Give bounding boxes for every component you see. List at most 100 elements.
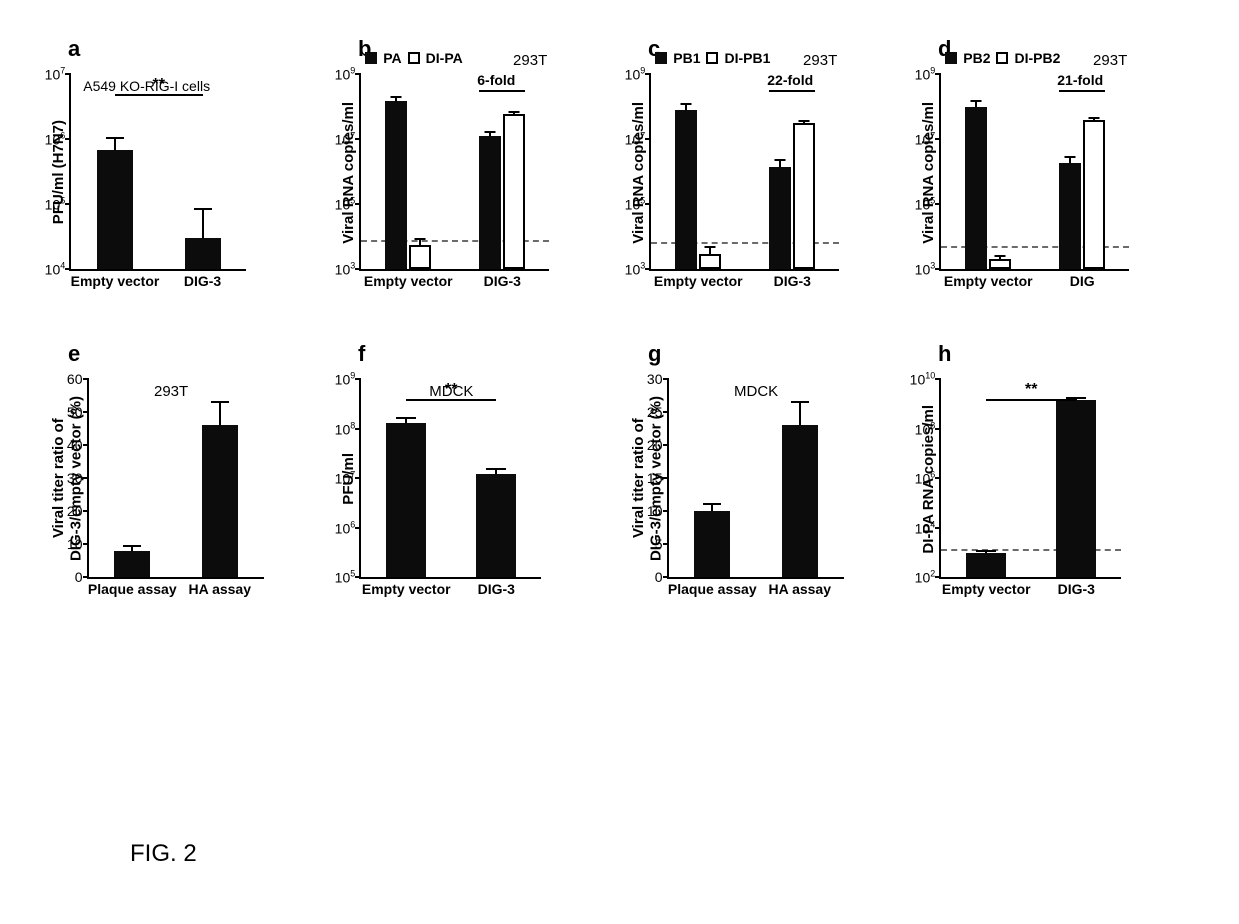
- y-tick-label: 5: [655, 536, 669, 552]
- bar: [385, 101, 407, 269]
- axis-column: 103105107109Empty vectorDIGPB2DI-PB2293T…: [939, 74, 1129, 271]
- panel-letter: a: [68, 36, 80, 62]
- fold-annotation: 22-fold: [767, 72, 813, 88]
- error-bar-cap: [799, 120, 810, 122]
- y-tick-label: 10: [67, 536, 89, 552]
- error-bar-stem: [219, 402, 221, 425]
- legend-swatch-open: [706, 52, 718, 64]
- y-tick-label: 106: [45, 131, 72, 148]
- x-tick-label: DIG-3: [184, 269, 221, 289]
- legend-label: DI-PA: [426, 50, 463, 66]
- x-tick-label: HA assay: [768, 577, 831, 597]
- legend-swatch-filled: [945, 52, 957, 64]
- bar: [966, 553, 1006, 577]
- bar: [1083, 120, 1105, 269]
- y-tick-label: 103: [915, 261, 942, 278]
- bar: [202, 425, 238, 577]
- x-tick-label: DIG-3: [484, 269, 521, 289]
- cell-d: dViral RNA copies/ml103105107109Empty ve…: [920, 36, 1190, 271]
- panel-letter: g: [648, 341, 661, 367]
- error-bar-cap: [791, 401, 809, 403]
- y-tick-label: 108: [915, 420, 942, 437]
- significance-line: [115, 94, 203, 96]
- cell-a: aPFU/ml (H7N7)104105106107Empty vectorDI…: [50, 36, 320, 271]
- y-tick-label: 105: [335, 196, 362, 213]
- x-tick-label: Empty vector: [71, 269, 160, 289]
- error-bar-cap: [1089, 117, 1100, 119]
- x-tick-label: Empty vector: [944, 269, 1033, 289]
- error-bar-cap: [705, 246, 716, 248]
- error-bar-cap: [106, 137, 124, 139]
- x-tick-label: Empty vector: [362, 577, 451, 597]
- x-tick-label: DIG-3: [1058, 577, 1095, 597]
- y-tick-label: 30: [67, 470, 89, 486]
- corner-note: A549 KO-RIG-I cells: [83, 78, 210, 94]
- error-bar-stem: [202, 209, 204, 238]
- figure-page: aPFU/ml (H7N7)104105106107Empty vectorDI…: [0, 0, 1239, 924]
- x-tick-label: Plaque assay: [668, 577, 757, 597]
- error-bar-cap: [486, 468, 506, 470]
- panel-letter: f: [358, 341, 365, 367]
- legend-label: DI-PB1: [724, 50, 770, 66]
- panel-letter: e: [68, 341, 80, 367]
- error-bar-cap: [976, 550, 996, 552]
- axis-column: 104105106107Empty vectorDIG-3A549 KO-RIG…: [69, 74, 246, 271]
- y-tick-label: 105: [45, 196, 72, 213]
- corner-note: 293T: [154, 383, 188, 400]
- y-tick-label: 106: [915, 470, 942, 487]
- error-bar-cap: [1065, 156, 1076, 158]
- bar: [97, 150, 133, 269]
- y-axis-label: Viral RNA copies/ml: [920, 102, 937, 244]
- y-tick-label: 107: [335, 131, 362, 148]
- y-axis-label: Viral RNA copies/ml: [340, 102, 357, 244]
- y-tick-label: 20: [67, 503, 89, 519]
- fold-underline: [1059, 90, 1105, 92]
- x-tick-label: Empty vector: [364, 269, 453, 289]
- corner-note: MDCK: [734, 383, 778, 400]
- bar: [185, 238, 221, 269]
- cell-c: cViral RNA copies/ml103105107109Empty ve…: [630, 36, 900, 271]
- y-tick-label: 107: [45, 66, 72, 83]
- y-tick-label: 0: [75, 569, 89, 585]
- y-tick-label: 103: [335, 261, 362, 278]
- error-bar-cap: [775, 159, 786, 161]
- bar: [386, 423, 426, 577]
- y-tick-label: 109: [335, 371, 362, 388]
- error-bar-cap: [971, 100, 982, 102]
- fold-underline: [769, 90, 815, 92]
- bar: [503, 114, 525, 269]
- bar: [479, 136, 501, 269]
- y-tick-label: 10: [647, 503, 669, 519]
- y-tick-label: 107: [625, 131, 652, 148]
- cell-f: fPFU/ml105106107108109Empty vectorDIG-3M…: [340, 341, 610, 579]
- y-tick-label: 104: [45, 261, 72, 278]
- bar: [1059, 163, 1081, 269]
- bar: [793, 123, 815, 269]
- y-tick-label: 60: [67, 371, 89, 387]
- error-bar-cap: [194, 208, 212, 210]
- legend-label: PA: [383, 50, 401, 66]
- plot-area: 103105107109Empty vectorDIGPB2DI-PB2293T…: [939, 74, 1129, 271]
- y-tick-label: 102: [915, 569, 942, 586]
- legend: PA DI-PA: [365, 50, 463, 66]
- bar: [965, 107, 987, 269]
- y-tick-label: 1010: [910, 371, 942, 388]
- error-bar-stem: [114, 138, 116, 150]
- error-bar-cap: [681, 103, 692, 105]
- fold-annotation: 6-fold: [477, 72, 515, 88]
- axis-column: 103105107109Empty vectorDIG-3PB1DI-PB129…: [649, 74, 839, 271]
- plot-area: 1021041061081010Empty vectorDIG-3**: [939, 379, 1121, 579]
- panel-wrap: Viral RNA copies/ml103105107109Empty vec…: [920, 74, 1129, 271]
- x-tick-label: HA assay: [188, 577, 251, 597]
- y-tick-label: 40: [67, 437, 89, 453]
- y-tick-label: 25: [647, 404, 669, 420]
- panel-wrap: Viral RNA copies/ml103105107109Empty vec…: [630, 74, 839, 271]
- significance-stars: **: [1025, 381, 1037, 399]
- error-bar-cap: [485, 131, 496, 133]
- x-tick-label: Empty vector: [942, 577, 1031, 597]
- error-bar-cap: [391, 96, 402, 98]
- corner-note: 293T: [1093, 52, 1127, 69]
- error-bar-cap: [211, 401, 229, 403]
- fold-annotation: 21-fold: [1057, 72, 1103, 88]
- error-bar-cap: [123, 545, 141, 547]
